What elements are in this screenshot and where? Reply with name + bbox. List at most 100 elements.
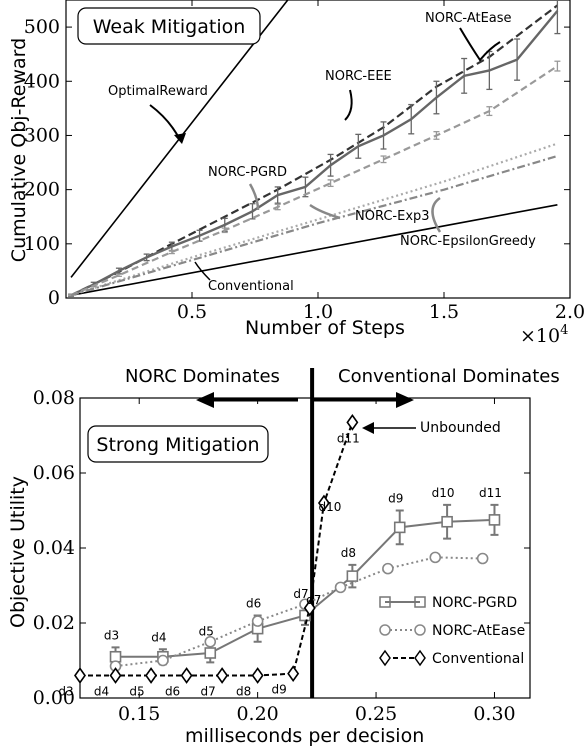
top-y-tick-label: 500 [24, 16, 60, 38]
data-label-norc-pgrd: d7 [293, 587, 308, 601]
data-label-conventional: d10 [319, 500, 342, 514]
data-label-norc-pgrd: d3 [104, 628, 119, 642]
marker-norc-atease [251, 615, 264, 627]
bottom-x-tick-label: 0.25 [355, 703, 397, 725]
top-x-multiplier: ×104 [520, 323, 568, 347]
marker-norc-atease [382, 562, 394, 575]
top-x-tick-label: 2.0 [555, 301, 585, 323]
marker-norc-atease [157, 654, 169, 667]
data-label-norc-pgrd: d11 [479, 486, 502, 500]
marker-conventional [346, 413, 359, 431]
arrowhead-right-region [396, 392, 414, 408]
region-label-norc: NORC Dominates [125, 366, 280, 387]
data-label-conventional: d5 [129, 685, 144, 699]
data-label-norc-pgrd: d9 [388, 492, 403, 506]
marker-conventional [251, 667, 264, 684]
legend-item-norc-pgrd: NORC-PGRD [379, 595, 517, 611]
bottom-y-tick-label: 0.04 [33, 537, 75, 559]
top-y-axis-label: Cumulative Obj-Reward [8, 38, 30, 262]
series-line-conventional [70, 204, 558, 297]
bottom-y-tick-label: 0.00 [33, 687, 75, 709]
annotation-norc-eee: NORC-EEE [325, 69, 392, 84]
bottom-y-tick-label: 0.06 [33, 462, 75, 484]
data-label-norc-pgrd: d4 [151, 630, 166, 644]
series-line-norc-atease [115, 556, 483, 668]
marker-conventional [109, 667, 122, 684]
series-line-norc-epsilongreedy [70, 154, 558, 297]
annotation-norc-exp3: NORC-Exp3 [355, 209, 430, 224]
arrow-conventional [194, 261, 211, 281]
bottom-x-axis-label: milliseconds per decision [185, 725, 424, 747]
legend-item-norc-atease: NORC-AtEase [379, 623, 525, 639]
panel-label-strong-text: Strong Mitigation [96, 434, 259, 456]
data-label-conventional: d9 [272, 683, 287, 697]
data-label-conventional: d8 [236, 685, 251, 699]
legend-item-conventional: Conventional [379, 649, 524, 667]
data-label-conventional: d6 [165, 685, 180, 699]
series-norc-atease [70, 4, 559, 297]
arrow-norc-epsilongreedy [431, 196, 442, 233]
marker-conventional [216, 667, 229, 684]
series-conventional [70, 204, 558, 297]
series-line-norc-exp3 [70, 142, 558, 297]
top-y-tick-label: 0 [48, 287, 60, 309]
annotation-norc-epsilongreedy: NORC-EpsilonGreedy [400, 234, 536, 249]
series-norc-epsilongreedy [70, 154, 558, 297]
bottom-x-tick-label: 0.20 [236, 703, 278, 725]
series-line-norc-atease [70, 4, 559, 297]
top-y-tick-label: 200 [24, 179, 60, 201]
series-norc-eee [68, 60, 561, 297]
marker-norc-atease [476, 552, 489, 565]
data-label-conventional: d3 [58, 685, 73, 699]
marker-norc-atease [204, 635, 217, 648]
arrow-norc-pgrd [248, 183, 260, 211]
data-label-conventional: d7 [306, 593, 321, 607]
annotation-norc-atease: NORC-AtEase [425, 11, 512, 26]
series-norc-exp3 [70, 142, 558, 297]
data-label-conventional: d11 [337, 431, 360, 445]
series-line-norc-pgrd [70, 10, 559, 297]
bottom-panel: NORC Dominates Conventional Dominates 0.… [7, 366, 560, 747]
data-label-norc-pgrd: d8 [341, 546, 356, 560]
legend-label-conventional: Conventional [432, 651, 524, 667]
marker-norc-pgrd [488, 514, 501, 526]
legend-label-norc-pgrd: NORC-PGRD [432, 595, 517, 611]
bottom-y-axis-label: Objective Utility [7, 476, 29, 628]
top-series [68, 0, 561, 298]
arrow-norc-atease [459, 27, 501, 62]
marker-conventional [287, 665, 300, 683]
panel-label-strong: Strong Mitigation [87, 425, 269, 463]
arrowhead-optimal-reward [174, 133, 186, 144]
annotation-norc-pgrd: NORC-PGRD [208, 165, 287, 180]
bottom-x-tick-label: 0.15 [118, 703, 160, 725]
arrowhead-left-region [196, 392, 214, 408]
marker-norc-pgrd [346, 570, 359, 582]
marker-norc-pgrd [204, 647, 217, 659]
data-label-norc-pgrd: d10 [432, 486, 455, 500]
top-ticks: 0.5 1.0 1.5 2.0 0 100 200 300 400 500 [24, 0, 585, 323]
arrow-norc-exp3 [309, 203, 341, 220]
bottom-x-tick-label: 0.30 [473, 703, 515, 725]
panel-label-weak: Weak Mitigation [77, 7, 261, 45]
top-y-tick-label: 100 [24, 233, 60, 255]
panel-label-weak-text: Weak Mitigation [93, 16, 246, 38]
data-label-norc-pgrd: d5 [199, 625, 214, 639]
marker-norc-atease [334, 581, 347, 594]
annotation-optimal-reward: OptimalReward [108, 84, 208, 99]
bottom-y-tick-label: 0.08 [33, 387, 75, 409]
annotation-conventional: Conventional [208, 279, 294, 294]
top-y-tick-label: 300 [24, 124, 60, 146]
data-label-norc-pgrd: d6 [246, 597, 261, 611]
bottom-ticks: 0.15 0.20 0.25 0.30 0.00 0.02 0.04 0.06 0.08 [33, 387, 530, 725]
data-label-conventional: d7 [200, 685, 215, 699]
unbounded-arrowhead [362, 422, 374, 434]
marker-conventional [303, 599, 316, 617]
arrow-norc-eee [344, 89, 353, 121]
region-label-conventional: Conventional Dominates [338, 366, 560, 387]
series-line-norc-eee [70, 65, 559, 297]
marker-norc-pgrd [109, 650, 122, 663]
legend: NORC-PGRD NORC-AtEase Conventional [379, 595, 525, 667]
top-x-axis-label: Number of Steps [245, 317, 405, 339]
